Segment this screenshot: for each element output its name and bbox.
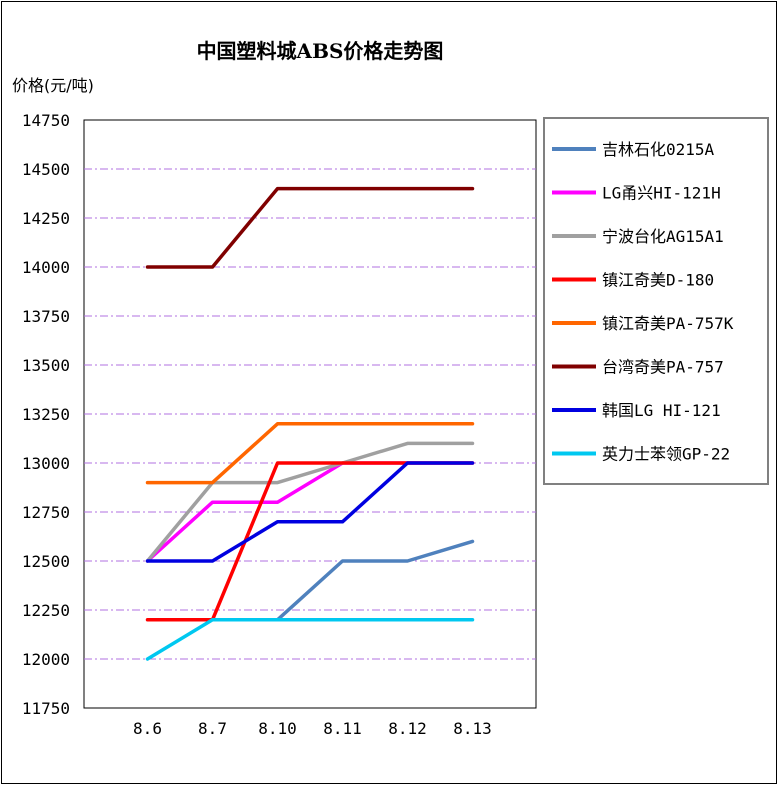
x-tick-label: 8.12 [388,719,427,738]
y-tick-label: 13000 [22,454,70,473]
y-tick-label: 13500 [22,356,70,375]
y-tick-label: 12750 [22,503,70,522]
chart-title: 中国塑料城ABS价格走势图 [197,39,444,63]
legend-label: 韩国LG HI-121 [602,401,721,420]
series-line-5 [145,186,475,269]
y-tick-label: 11750 [22,699,70,718]
y-axis-label: 价格(元/吨) [12,76,94,95]
legend-label: 台湾奇美PA-757 [602,358,724,377]
y-tick-labels: 11750 12000 12250 12500 12750 13000 13250 13500… [22,111,70,718]
x-tick-label: 8.10 [258,719,297,738]
x-tick-label: 8.6 [133,719,162,738]
y-tick-label: 14750 [22,111,70,130]
y-tick-label: 12000 [22,650,70,669]
x-tick-label: 8.7 [198,719,227,738]
series-line-4 [145,422,475,485]
x-tick-label: 8.11 [323,719,362,738]
legend-label: 镇江奇美D-180 [602,271,714,290]
y-tick-label: 13250 [22,405,70,424]
y-tick-label: 12250 [22,601,70,620]
series-line-2 [145,441,475,563]
legend-label: LG甬兴HI-121H [602,184,721,203]
series-line-7 [145,618,475,661]
legend-label: 吉林石化0215A [602,140,715,159]
x-tick-label: 8.13 [453,719,492,738]
legend-label: 英力士苯领GP-22 [602,445,730,464]
y-tick-label: 14000 [22,258,70,277]
series-lines [145,186,475,661]
y-tick-label: 14250 [22,209,70,228]
legend-label: 宁波台化AG15A1 [602,227,724,246]
y-tick-label: 14500 [22,160,70,179]
y-tick-label: 13750 [22,307,70,326]
legend-items: 吉林石化0215A LG甬兴HI-121H 宁波台化AG15A1 镇江奇美D-180 镇… [552,140,734,464]
x-tick-labels: 8.6 8.7 8.10 8.11 8.12 8.13 [133,719,492,738]
series-line-6 [145,461,475,563]
legend [543,117,769,485]
legend-label: 镇江奇美PA-757K [602,314,734,333]
y-tick-label: 12500 [22,552,70,571]
